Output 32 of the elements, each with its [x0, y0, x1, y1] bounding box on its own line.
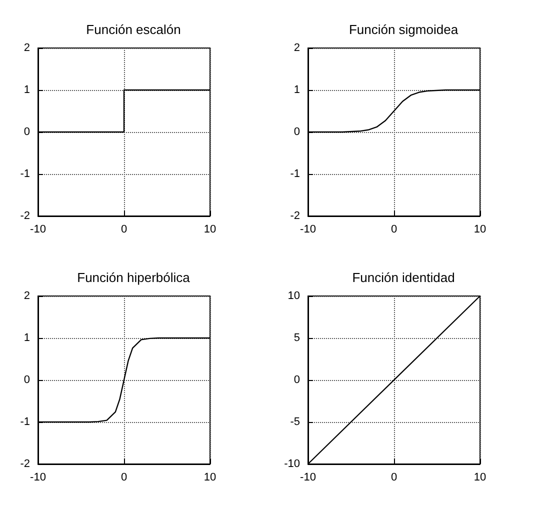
y-tick-label: 0 — [24, 374, 30, 386]
y-tick-label: -5 — [290, 416, 300, 428]
y-tick-label: -2 — [20, 458, 30, 470]
x-tick-label: 10 — [204, 224, 216, 236]
y-tick-label: -10 — [284, 458, 300, 470]
y-tick-label: 2 — [294, 42, 300, 54]
y-tick-label: 10 — [288, 290, 300, 302]
y-tick-label: -1 — [20, 168, 30, 180]
y-tick-label: 0 — [294, 374, 300, 386]
y-tick-label: 2 — [24, 42, 30, 54]
x-tick-label: 10 — [474, 472, 486, 484]
y-tick-label: -2 — [290, 210, 300, 222]
y-tick-label: 5 — [294, 332, 300, 344]
chart-title: Función escalón — [86, 22, 181, 37]
x-tick-label: 10 — [474, 224, 486, 236]
y-tick-label: 1 — [294, 84, 300, 96]
chart-title: Función identidad — [352, 270, 455, 285]
chart-title: Función sigmoidea — [348, 22, 459, 37]
y-tick-label: 1 — [24, 332, 30, 344]
x-tick-label: 0 — [390, 472, 398, 484]
x-tick-label: 0 — [120, 472, 128, 484]
y-tick-label: -2 — [20, 210, 30, 222]
y-tick-label: 2 — [24, 290, 30, 302]
y-tick-label: 1 — [24, 84, 30, 96]
x-tick-label: 0 — [120, 224, 128, 236]
y-tick-label: -1 — [290, 168, 300, 180]
y-tick-label: 0 — [294, 126, 300, 138]
x-tick-label: 0 — [390, 224, 398, 236]
x-tick-label: 10 — [204, 472, 216, 484]
chart-title: Función hiperbólica — [77, 270, 191, 285]
y-tick-label: 0 — [24, 126, 30, 138]
y-tick-label: -1 — [20, 416, 30, 428]
